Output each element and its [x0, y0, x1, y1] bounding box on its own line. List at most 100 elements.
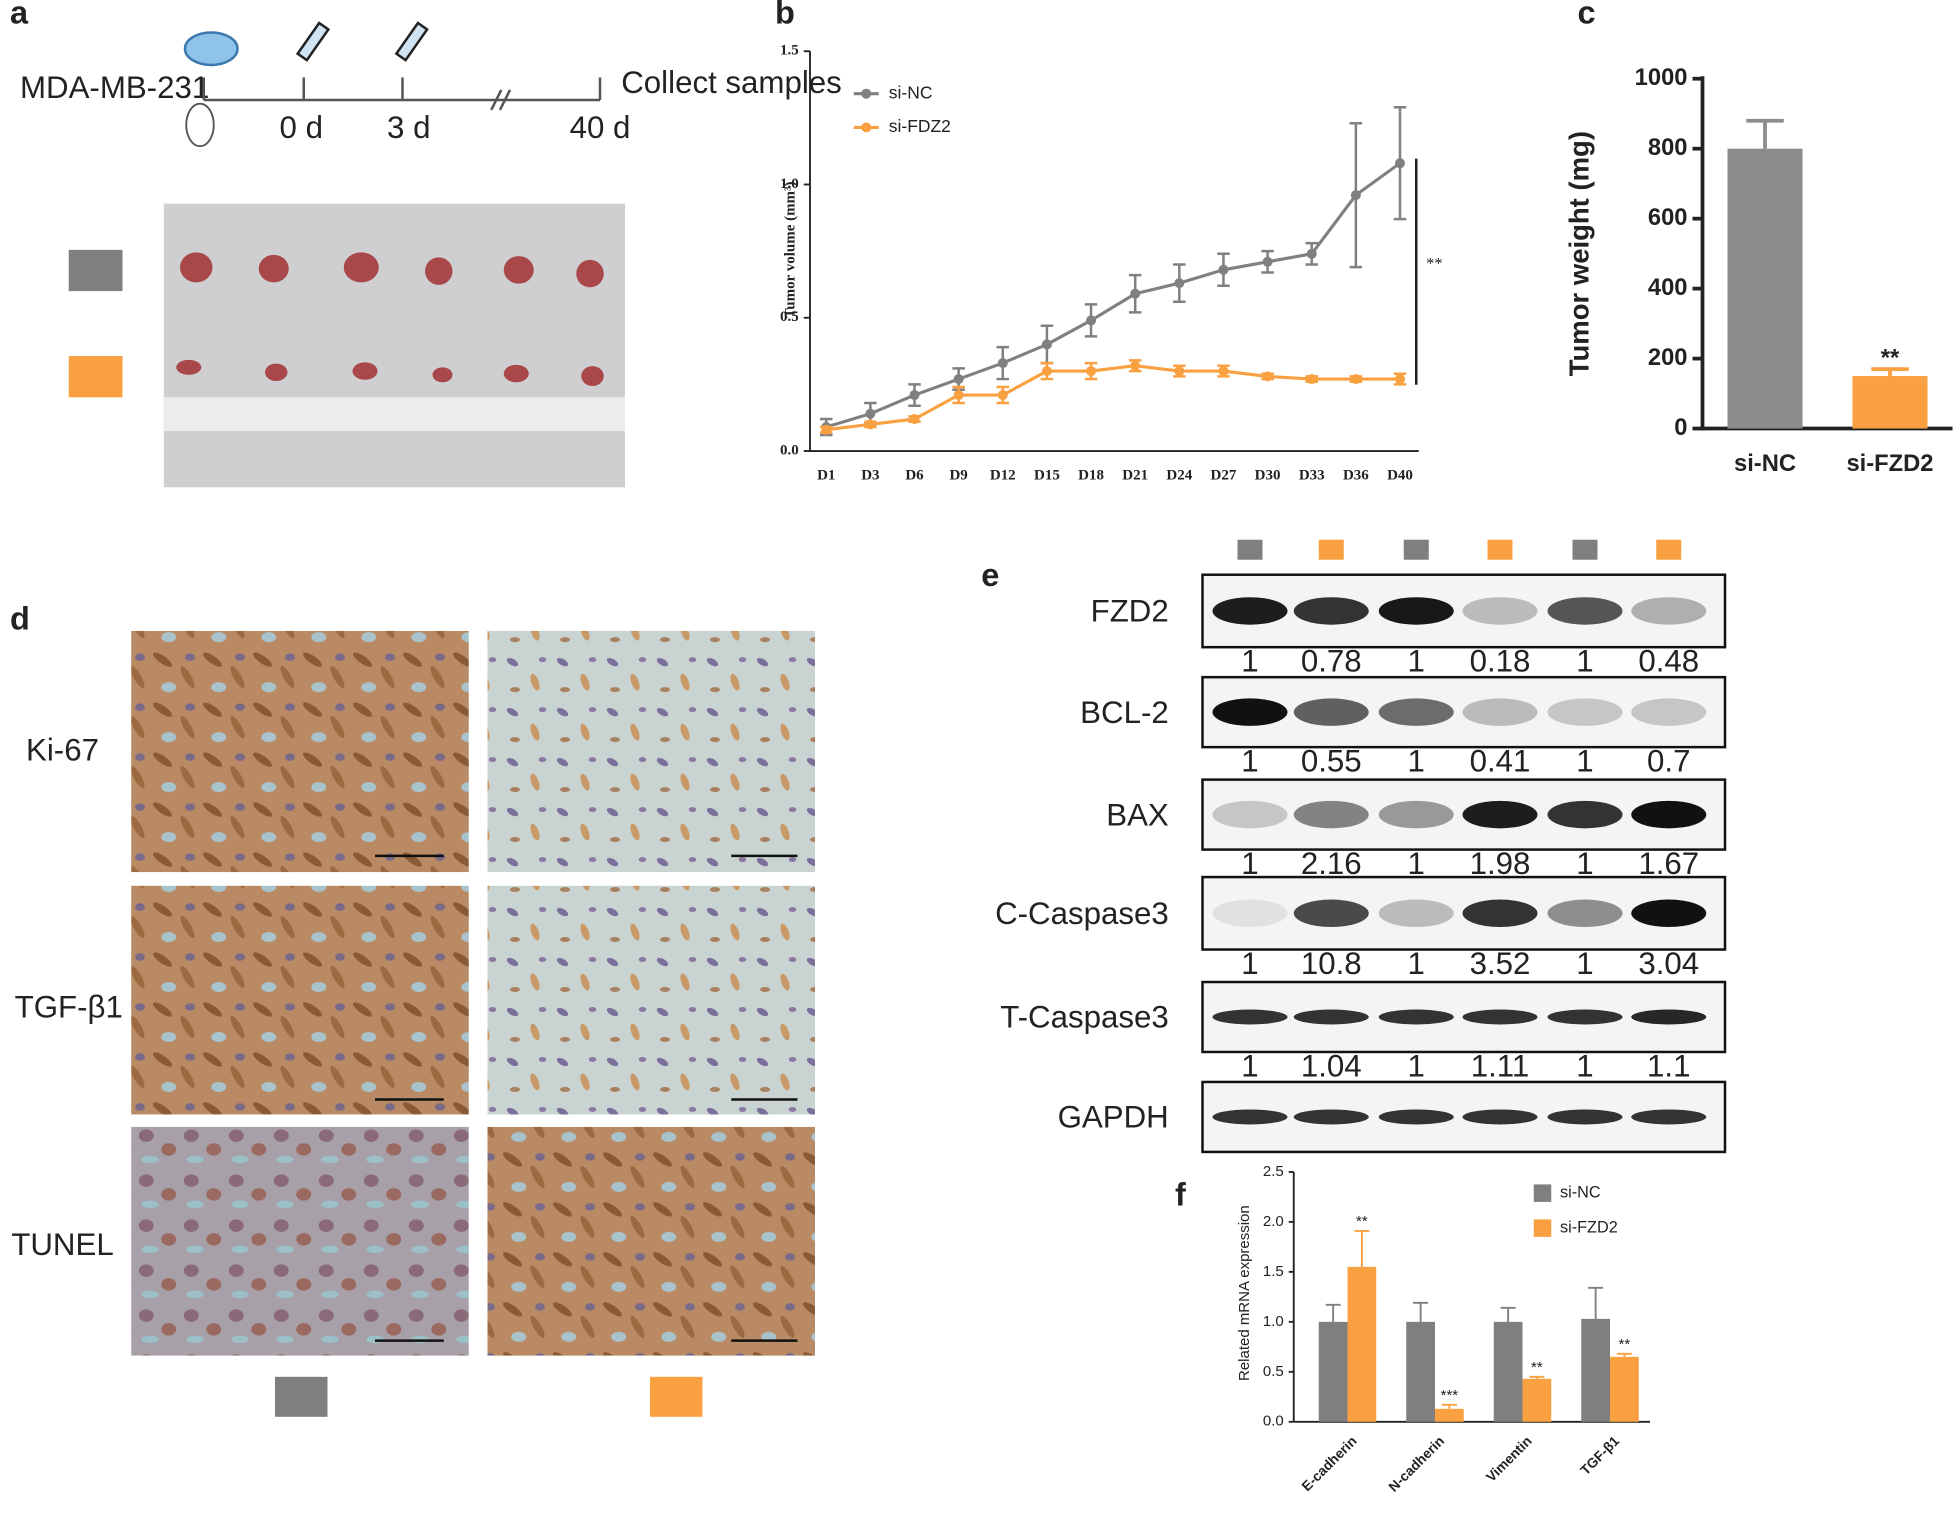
error-bar [1441, 1403, 1457, 1409]
quantification: 0.55 [1301, 744, 1362, 779]
blot-band [1547, 597, 1623, 625]
y-tick-label: 1.0 [780, 176, 799, 192]
point [1130, 288, 1141, 299]
significance: ** [1619, 1336, 1631, 1353]
x-tick-label: N-cadherin [1386, 1433, 1447, 1494]
legend-marker [861, 88, 872, 99]
point [1262, 371, 1273, 382]
x-tick-label: D12 [990, 467, 1016, 483]
x-tick-label: D40 [1387, 467, 1413, 483]
blot-band [1462, 698, 1538, 726]
blot-band [1212, 698, 1288, 726]
quantification: 0.18 [1470, 644, 1531, 679]
point [1174, 366, 1185, 377]
bar [1493, 1321, 1523, 1422]
panel-label: e [981, 557, 999, 593]
panel-label: a [10, 0, 29, 31]
point [953, 374, 964, 385]
x-tick-label: D24 [1166, 467, 1192, 483]
point [1174, 278, 1185, 289]
panel-e: e FZD2 1 0.78 1 0.18 1 0.48 BCL-2 1 0.55 1 0.41 1 0.7… [981, 539, 1727, 1154]
blot-band [1547, 1109, 1623, 1125]
panel-label: d [10, 601, 30, 637]
ihc-image [487, 1126, 815, 1356]
quantification: 1.67 [1638, 846, 1699, 881]
cell-line: MDA-MB-231 [20, 70, 209, 105]
y-tick-label: 1.5 [780, 43, 799, 59]
lane-swatch [1318, 539, 1344, 560]
x-tick-label: D6 [905, 467, 924, 483]
panel-a: a MDA-MB-231 0 d 3 d 40 d Collect sample… [10, 0, 842, 488]
y-tick-label: 2.5 [1263, 1163, 1284, 1180]
x-tick-label: D1 [817, 467, 835, 483]
point [865, 419, 876, 430]
panel-label: b [775, 0, 795, 31]
lane-swatch [1237, 539, 1263, 560]
timepoint: 40 d [570, 110, 631, 145]
error-bar [1354, 1229, 1370, 1267]
x-tick-label: D21 [1122, 467, 1148, 483]
ihc-image [131, 630, 469, 873]
error-bar [1616, 1352, 1632, 1357]
mouse-icon [185, 102, 215, 148]
ihc-image [131, 885, 469, 1115]
quantification: 1 [1241, 1048, 1258, 1083]
quantification: 1 [1576, 1048, 1593, 1083]
x-tick-label: D9 [949, 467, 967, 483]
quantification: 3.52 [1470, 946, 1531, 981]
stain-label: Ki-67 [26, 732, 99, 767]
bar [1581, 1318, 1610, 1422]
x-tick-label: si-NC [1734, 451, 1796, 477]
quantification: 0.7 [1647, 744, 1690, 779]
y-axis-label: Tumor weight (mg) [1564, 131, 1595, 376]
error-bar [1588, 1286, 1604, 1319]
y-tick-label: 0.5 [780, 309, 799, 325]
error-bar [1500, 1306, 1516, 1322]
blot-band [1212, 1109, 1288, 1125]
quantification: 1.04 [1301, 1048, 1362, 1083]
y-tick-label: 1.5 [1263, 1263, 1284, 1280]
blot-band [1547, 698, 1623, 726]
protein-label: T-Caspase3 [1000, 1000, 1168, 1035]
ruler [163, 397, 625, 432]
x-tick-label: D36 [1343, 467, 1369, 483]
y-tick-label: 800 [1648, 135, 1688, 161]
series-line [826, 364, 1400, 432]
blot-band [1293, 1009, 1369, 1025]
syringe [394, 21, 429, 62]
endpoint: Collect samples [621, 65, 842, 100]
y-axis-label: Related mRNA expression [1236, 1205, 1253, 1381]
point [1262, 256, 1273, 267]
x-tick-label: E-cadherin [1299, 1433, 1360, 1494]
x-tick-label: Vimentin [1483, 1433, 1534, 1484]
legend-swatch [1533, 1184, 1552, 1202]
panel-d: d Ki-67 TGF-β1 TUNEL [10, 601, 815, 1417]
point [909, 414, 920, 425]
blot-frame [1201, 675, 1727, 749]
bar [1435, 1408, 1464, 1422]
legend-label: si-FDZ2 [889, 116, 951, 136]
ihc-image [131, 1126, 469, 1356]
tumors [176, 252, 604, 387]
x-tick-label: D18 [1078, 467, 1104, 483]
y-tick-label: 600 [1648, 205, 1688, 231]
quantification: 0.78 [1301, 644, 1362, 679]
scale-bars [375, 854, 798, 1342]
quantification: 1 [1241, 744, 1258, 779]
blot-band [1293, 597, 1369, 625]
blot-band [1378, 800, 1454, 829]
y-tick-label: 1000 [1635, 65, 1688, 91]
timepoint: 3 d [387, 110, 430, 145]
point [1395, 374, 1405, 385]
lane-swatch [1487, 539, 1513, 560]
quantification: 1 [1408, 644, 1425, 679]
group-swatch [275, 1376, 328, 1417]
blot-band [1293, 698, 1369, 726]
x-tick-label: D15 [1034, 467, 1060, 483]
group-swatch [68, 249, 123, 292]
x-tick-label: D27 [1211, 467, 1237, 483]
blot-band [1631, 1009, 1707, 1025]
y-tick-label: 200 [1648, 345, 1688, 371]
point [997, 390, 1008, 401]
bar [1610, 1356, 1639, 1422]
